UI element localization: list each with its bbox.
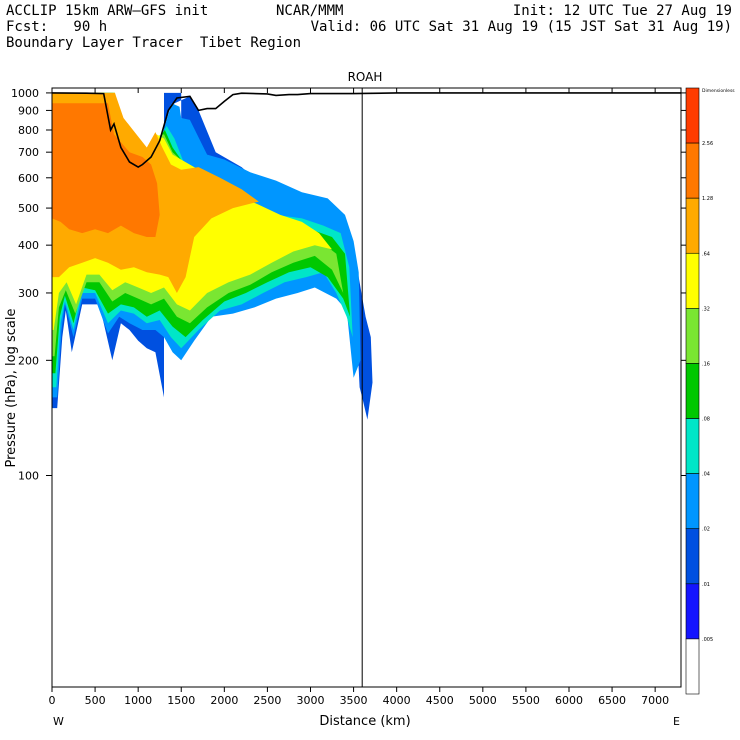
legend-level-label: 2.56 <box>702 141 713 147</box>
model-title: ACCLIP 15km ARW—GFS init <box>6 3 209 19</box>
organization-label: NCAR/MMM <box>276 3 344 19</box>
terrain-profile <box>52 92 681 169</box>
y-tick-label: 700 <box>18 146 39 159</box>
legend-level-label: .005 <box>702 637 713 643</box>
x-tick-label: 3000 <box>296 694 324 707</box>
y-tick-label: 200 <box>18 354 39 367</box>
legend-swatch <box>685 87 700 144</box>
y-tick-label: 900 <box>18 104 39 117</box>
y-tick-label: 1000 <box>11 87 39 100</box>
x-tick-label: 5500 <box>512 694 540 707</box>
x-tick-label: 5000 <box>469 694 497 707</box>
legend-level-label: .04 <box>702 472 710 478</box>
legend-level-label: .16 <box>702 361 710 367</box>
init-time-label: Init: 12 UTC Tue 27 Aug 19 <box>512 3 732 19</box>
legend-level-label: .64 <box>702 251 710 257</box>
y-axis: 100 200 300 400 500 600 700 800 900 1000 <box>11 87 686 482</box>
x-axis: 0 500 1000 1500 2000 2500 3000 3500 4000 4500 5000… <box>49 88 669 707</box>
tracer-fill-layer <box>52 92 373 420</box>
legend-swatch <box>685 142 700 199</box>
y-tick-label: 500 <box>18 202 39 215</box>
field-description: Boundary Layer Tracer Tibet Region <box>6 35 302 51</box>
legend-level-label: .02 <box>702 527 710 533</box>
legend-swatch <box>685 473 700 530</box>
x-axis-label: Distance (km) <box>319 714 410 729</box>
east-end-label: E <box>673 715 680 728</box>
legend-swatch <box>685 418 700 474</box>
legend-level-label: .01 <box>702 582 710 588</box>
x-tick-label: 6000 <box>555 694 583 707</box>
tracer-region-1p28 <box>52 103 160 237</box>
x-tick-label: 2500 <box>253 694 281 707</box>
y-axis-label: Pressure (hPa), log scale <box>4 309 19 468</box>
x-tick-label: 3500 <box>340 694 368 707</box>
legend-level-label: .32 <box>702 306 710 312</box>
y-tick-label: 600 <box>18 172 39 185</box>
legend-swatch <box>685 308 700 364</box>
legend-units-label: Dimensionless <box>702 88 735 94</box>
legend-swatch <box>685 363 700 419</box>
y-tick-label: 400 <box>18 239 39 252</box>
legend-swatch <box>685 638 700 695</box>
legend-swatch <box>685 583 700 640</box>
y-tick-label: 300 <box>18 287 39 300</box>
y-tick-label: 100 <box>18 469 39 482</box>
x-tick-label: 1500 <box>167 694 195 707</box>
plot-frame <box>51 87 682 688</box>
legend-level-label: .08 <box>702 417 710 423</box>
forecast-hour-label: Fcst: 90 h <box>6 19 108 35</box>
y-tick-label: 800 <box>18 124 39 137</box>
legend-swatch <box>685 528 700 585</box>
x-tick-label: 500 <box>85 694 106 707</box>
x-tick-label: 1000 <box>124 694 152 707</box>
west-end-label: W <box>53 715 64 728</box>
legend-level-label: 1.28 <box>702 196 713 202</box>
valid-time-label: Valid: 06 UTC Sat 31 Aug 19 (15 JST Sat … <box>310 19 732 35</box>
x-tick-label: 6500 <box>598 694 626 707</box>
color-legend: .005 .01 .02 .04 .08 .16 .32 .64 1.28 2.56 Dimensi… <box>685 87 735 695</box>
x-tick-label: 4500 <box>426 694 454 707</box>
legend-swatch <box>685 197 700 254</box>
cross-section-title: ROAH <box>348 70 383 84</box>
x-tick-label: 4000 <box>383 694 411 707</box>
x-tick-label: 7000 <box>641 694 669 707</box>
legend-swatch <box>685 252 700 309</box>
x-tick-label: 2000 <box>210 694 238 707</box>
x-tick-label: 0 <box>49 694 56 707</box>
